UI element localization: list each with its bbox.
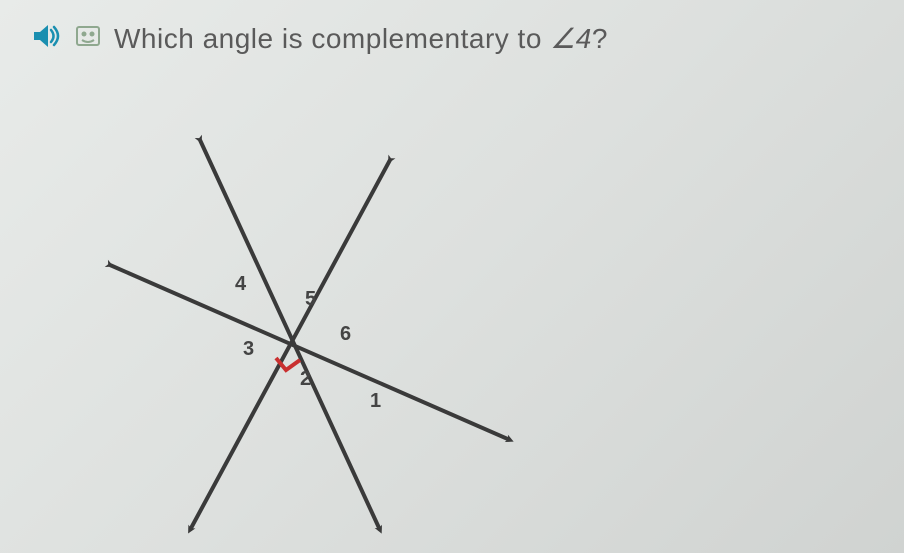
angle-diagram: 4 5 6 3 2 1 [80, 110, 580, 540]
angle-label-2: 2 [300, 368, 311, 390]
angle-label-3: 3 [243, 338, 254, 360]
question-prefix: Which angle is complementary to [114, 23, 550, 54]
read-icon[interactable] [74, 22, 102, 55]
angle-label-6: 6 [340, 323, 351, 345]
line-3 [190, 160, 390, 530]
question-header: Which angle is complementary to ∠4? [0, 0, 904, 67]
speaker-icon[interactable] [30, 20, 62, 57]
question-text: Which angle is complementary to ∠4? [114, 22, 608, 55]
angle-label-1: 1 [370, 390, 381, 412]
question-suffix: ? [592, 23, 608, 54]
line-2 [200, 140, 380, 530]
angle-label-5: 5 [305, 288, 316, 310]
angle-label-4: 4 [235, 273, 247, 295]
angle-reference: ∠4 [550, 23, 592, 54]
